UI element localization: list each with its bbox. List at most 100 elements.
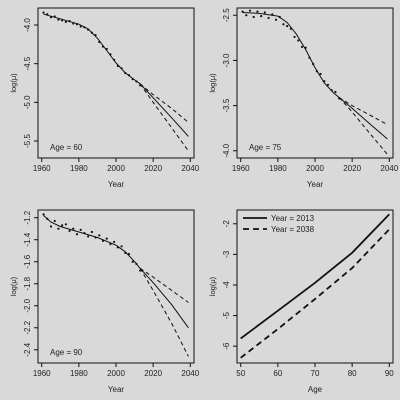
y-tick-label: -2.2 [23, 320, 32, 334]
plot-frame [236, 209, 394, 364]
y-tick-label: -1.6 [23, 254, 32, 268]
data-point [90, 230, 93, 234]
x-tick-label: 1980 [70, 369, 88, 378]
plot-frame [37, 7, 195, 159]
data-point [98, 234, 101, 237]
x-tick-label: 2000 [107, 164, 125, 173]
data-point [252, 15, 255, 19]
series-line-upper-bound [139, 83, 189, 123]
data-point [42, 11, 45, 14]
series-line-lower-bound [338, 97, 388, 155]
x-tick-label: 1980 [269, 164, 287, 173]
x-tick-label: 80 [348, 369, 357, 378]
data-point [113, 240, 116, 244]
data-point [282, 23, 285, 26]
x-tick-label: 2000 [306, 164, 324, 173]
series-line-upper-bound [139, 267, 189, 303]
y-tick-label: -5 [222, 311, 231, 319]
series-line-year-2013 [240, 213, 390, 340]
data-point [256, 10, 259, 13]
y-tick-label: -1.4 [23, 232, 32, 246]
data-point [274, 18, 278, 21]
y-tick-label: -2 [222, 220, 231, 228]
x-axis-label: Year [108, 385, 125, 394]
chart-panel-3: 1960 1980 2000 2020 2040 -1.2 -1.4 -1.6 -1.8 -2.0… [9, 209, 200, 394]
data-point [260, 15, 263, 18]
series-line-forecast [338, 97, 388, 140]
data-point [72, 227, 75, 230]
y-tick-label: -3 [222, 250, 231, 258]
data-point [286, 24, 289, 28]
data-point [64, 223, 67, 226]
y-tick-label: -4.5 [23, 56, 32, 70]
data-point [49, 225, 53, 228]
series-line-fitted [43, 13, 141, 85]
y-tick-label: -1.8 [23, 276, 32, 290]
data-point [42, 213, 45, 216]
y-tick-label: -2.0 [23, 298, 32, 312]
x-tick-label: 90 [385, 369, 394, 378]
series-line-fitted [242, 12, 340, 98]
y-tick-label: -5.0 [23, 95, 32, 109]
y-tick-label: -2.5 [222, 8, 231, 22]
x-axis-label: Age [308, 385, 323, 394]
y-tick-label: -2.4 [23, 342, 32, 356]
legend-label: Year = 2013 [271, 214, 315, 223]
y-axis-label: log(μ) [9, 73, 18, 93]
data-point [297, 39, 300, 42]
y-tick-label: -3.0 [222, 53, 231, 67]
data-point [75, 233, 79, 236]
x-tick-label: 70 [311, 369, 320, 378]
y-tick-label: -4.0 [222, 143, 231, 157]
x-axis-label: Year [108, 180, 125, 189]
data-point [68, 229, 71, 233]
x-tick-label: 2020 [144, 369, 162, 378]
data-point [120, 245, 123, 248]
data-point [57, 18, 60, 21]
x-tick-label: 2040 [181, 164, 199, 173]
x-tick-label: 1960 [33, 164, 51, 173]
y-tick-label: -4 [222, 281, 231, 289]
x-tick-label: 2040 [380, 164, 398, 173]
data-point [300, 45, 304, 48]
y-axis-label: log(μ) [208, 73, 217, 93]
data-point [131, 260, 134, 263]
data-point [319, 72, 322, 76]
chart-panel-4: 50 60 70 80 90 -2 -3 -4 -5 -6 Age log(μ) Year = 2013… [208, 209, 394, 394]
x-tick-label: 1960 [232, 164, 250, 173]
y-tick-label: -6 [222, 342, 231, 350]
plot-frame [37, 209, 195, 364]
data-point [57, 227, 60, 230]
data-point [53, 219, 56, 223]
series-line-lower-bound [139, 268, 189, 357]
legend: Year = 2013 Year = 2038 [243, 214, 315, 234]
y-tick-label: -3.5 [222, 98, 231, 112]
data-point [293, 35, 296, 39]
y-tick-label: -1.2 [23, 210, 32, 224]
y-axis-label: log(μ) [208, 276, 217, 296]
series-line-forecast [139, 83, 189, 137]
x-tick-label: 2040 [181, 369, 199, 378]
series-line-fitted [43, 215, 141, 269]
x-tick-label: 2020 [343, 164, 361, 173]
data-point [267, 16, 270, 20]
x-tick-label: 1980 [70, 164, 88, 173]
data-point [105, 237, 108, 240]
panel-annotation: Age = 75 [249, 143, 282, 152]
x-axis-label: Year [307, 180, 324, 189]
panel-annotation: Age = 60 [50, 143, 83, 152]
chart-panel-1: 1960 1980 2000 2020 2040 -4.0 -4.5 -5.0 -5.5 Year… [9, 7, 200, 189]
data-point [248, 9, 252, 12]
data-point [64, 20, 67, 24]
y-tick-label: -4.0 [23, 18, 32, 32]
x-tick-label: 2020 [144, 164, 162, 173]
data-point [245, 14, 248, 17]
chart-panel-2: 1960 1980 2000 2020 2040 -2.5 -3.0 -3.5 -4.0 Year… [208, 7, 399, 189]
data-point [326, 83, 330, 86]
series-line-year-2038 [240, 228, 390, 359]
data-point [263, 11, 266, 14]
data-point [87, 235, 90, 238]
plot-frame [236, 7, 394, 159]
x-tick-label: 50 [236, 369, 245, 378]
